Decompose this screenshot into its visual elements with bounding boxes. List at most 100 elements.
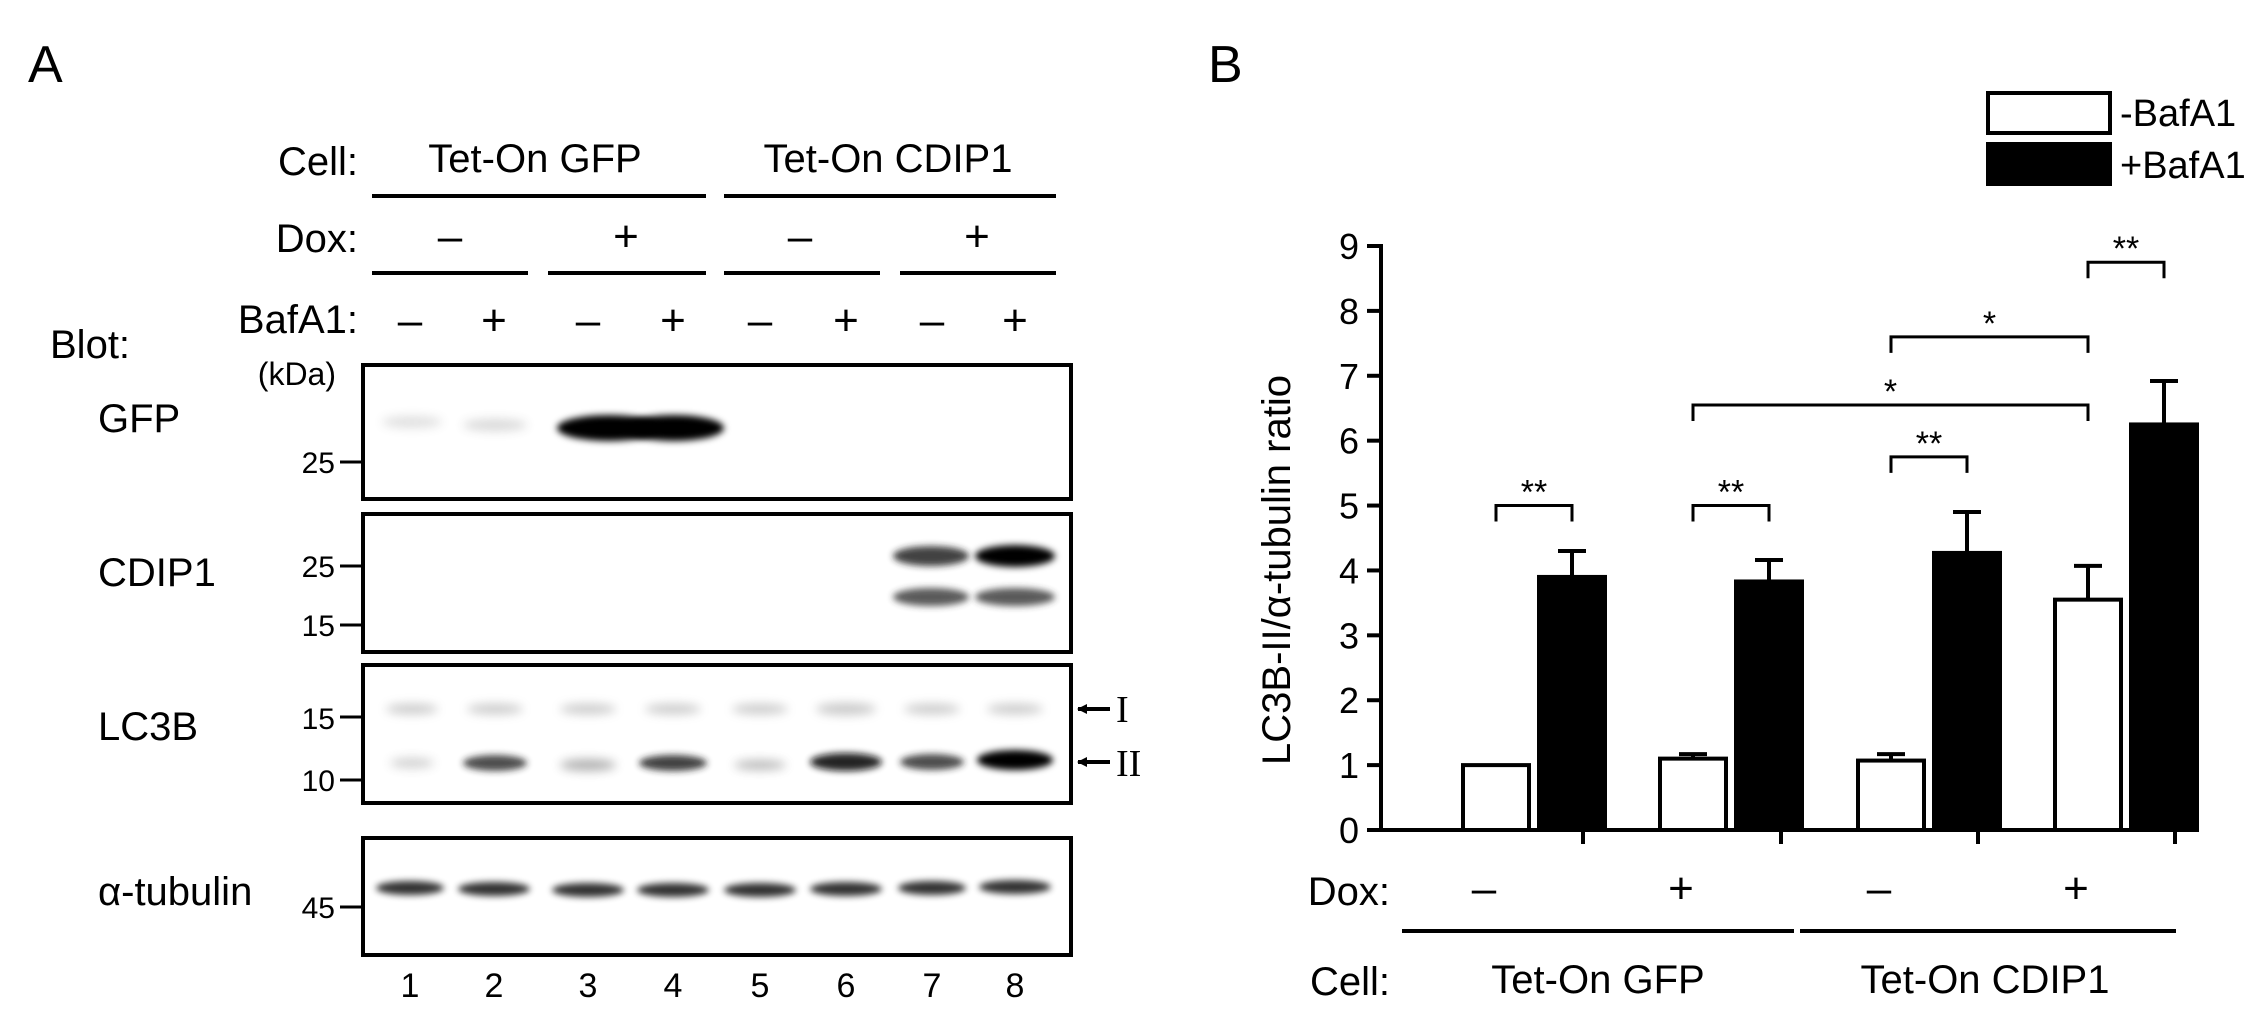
band	[724, 883, 796, 897]
band	[893, 588, 969, 606]
blot-name-cdip1: CDIP1	[98, 551, 216, 595]
significance-bracket	[2086, 260, 2166, 279]
y-tick-label: 5	[1339, 486, 1359, 527]
lane-number-2: 2	[485, 967, 504, 1005]
significance-bracket	[1691, 504, 1771, 522]
y-tick-label: 0	[1339, 810, 1359, 851]
b-cell-group-cdip1: Tet-On CDIP1	[1861, 958, 2110, 1002]
significance-bracket	[1889, 455, 1969, 473]
bar-minus-bafa1	[1461, 763, 1531, 832]
band	[734, 760, 786, 770]
significance-label: **	[1718, 474, 1744, 512]
panel-a-label: A	[28, 36, 63, 94]
blot-name-lc3b: LC3B	[98, 705, 198, 749]
blot-lc3b: LC3B 15 10 I	[98, 663, 1141, 805]
significance-label: **	[1521, 474, 1547, 512]
dox-sign-4: +	[964, 212, 990, 261]
bar-minus-bafa1	[2053, 597, 2123, 833]
legend-label-plus-bafa1: +BafA1	[2120, 145, 2246, 187]
band	[386, 704, 438, 714]
panel-a: A Cell: Tet-On GFP Tet-On CDIP1 Dox: – +…	[28, 36, 1141, 1005]
lane-number-6: 6	[837, 967, 856, 1005]
marker-tubulin-45: 45	[302, 892, 335, 925]
marker-gfp-25: 25	[302, 447, 335, 480]
chart-bars	[1461, 378, 2199, 833]
panel-b-label: B	[1208, 36, 1243, 94]
bafa1-row-label: BafA1:	[238, 298, 358, 342]
band	[900, 754, 964, 770]
blot-cdip1: CDIP1 25 15	[98, 512, 1073, 654]
bafa1-sign-5: –	[748, 296, 773, 345]
band	[810, 753, 882, 771]
marker-lc3b-15: 15	[302, 703, 335, 736]
band	[637, 883, 709, 897]
bar-plus-bafa1	[1932, 550, 2002, 832]
b-dox-sign-1: –	[1472, 864, 1497, 913]
bar-plus-bafa1	[1734, 579, 1804, 833]
b-cell-group-gfp: Tet-On GFP	[1491, 958, 1704, 1002]
dox-sign-2: +	[613, 212, 639, 261]
blot-label: Blot:	[50, 323, 130, 367]
legend-swatch-minus-bafa1	[1986, 91, 2112, 135]
bar-minus-bafa1	[1856, 758, 1926, 833]
band-label-i: I	[1116, 689, 1129, 731]
band	[975, 588, 1055, 606]
y-tick-label: 9	[1339, 226, 1359, 267]
band-label-ii: II	[1116, 743, 1141, 785]
band	[893, 546, 969, 566]
blot-name-gfp: GFP	[98, 397, 180, 441]
band	[376, 881, 444, 895]
lane-number-7: 7	[923, 967, 942, 1005]
bar-minus-bafa1	[1658, 756, 1728, 832]
y-tick-label: 2	[1339, 680, 1359, 721]
band	[816, 703, 876, 715]
dox-row-label: Dox:	[276, 217, 358, 261]
cell-row-label: Cell:	[278, 140, 358, 184]
band	[467, 704, 523, 714]
b-dox-sign-3: –	[1867, 864, 1892, 913]
legend-label-minus-bafa1: -BafA1	[2120, 93, 2236, 135]
marker-cdip1-15: 15	[302, 610, 335, 643]
band	[560, 704, 616, 714]
band	[979, 880, 1051, 894]
y-tick-label: 4	[1339, 550, 1359, 591]
significance-label: **	[2113, 230, 2139, 268]
significance-label: *	[1983, 305, 1996, 343]
blot-alpha-tubulin: α-tubulin 45	[98, 836, 1073, 957]
band	[382, 416, 442, 428]
band	[639, 755, 707, 771]
lane-number-5: 5	[751, 967, 770, 1005]
bafa1-sign-1: –	[398, 296, 423, 345]
band	[732, 704, 788, 714]
band	[975, 545, 1055, 567]
lane-number-3: 3	[579, 967, 598, 1005]
bafa1-sign-3: –	[576, 296, 601, 345]
chart-legend: -BafA1 +BafA1	[1986, 91, 2246, 187]
band	[987, 704, 1043, 714]
significance-label: *	[1884, 373, 1897, 411]
bafa1-sign-4: +	[660, 296, 686, 345]
y-tick-label: 1	[1339, 745, 1359, 786]
y-tick-label: 3	[1339, 615, 1359, 656]
dox-sign-3: –	[788, 212, 813, 261]
cell-group-gfp: Tet-On GFP	[428, 137, 641, 181]
y-tick-label: 7	[1339, 356, 1359, 397]
bafa1-sign-6: +	[833, 296, 859, 345]
b-dox-sign-2: +	[1668, 864, 1694, 913]
legend-swatch-plus-bafa1	[1986, 142, 2112, 186]
kda-label: (kDa)	[258, 356, 336, 392]
band	[552, 883, 624, 897]
lane-number-8: 8	[1006, 967, 1025, 1005]
y-tick-label: 8	[1339, 291, 1359, 332]
blot-frame-lc3b	[361, 663, 1073, 805]
band	[390, 758, 434, 768]
band	[463, 755, 527, 771]
blot-frame-alpha-tubulin	[361, 836, 1073, 957]
lane-number-1: 1	[401, 967, 420, 1005]
panel-b: B -BafA1 +BafA1 LC3B-II/α-tubulin ratio …	[1208, 36, 2246, 1004]
dox-sign-1: –	[438, 212, 463, 261]
band	[898, 881, 966, 895]
band	[624, 415, 724, 441]
significance-bracket	[1889, 335, 2090, 353]
